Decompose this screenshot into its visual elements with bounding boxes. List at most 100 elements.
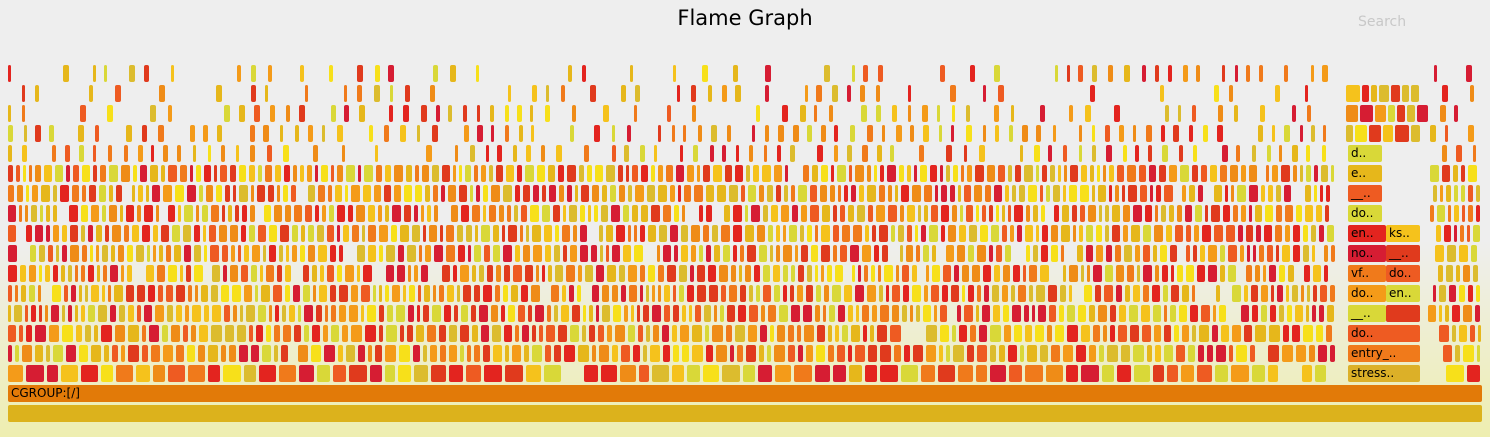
stack-frame[interactable] [1454, 205, 1459, 222]
stack-frame[interactable] [785, 165, 788, 182]
stack-frame[interactable] [88, 265, 94, 282]
stack-frame[interactable] [183, 225, 191, 242]
stack-frame[interactable] [1305, 85, 1308, 102]
stack-frame[interactable] [109, 185, 113, 202]
stack-frame[interactable] [994, 65, 1000, 82]
stack-frame[interactable] [658, 125, 661, 142]
stack-frame[interactable] [1470, 85, 1474, 102]
stack-frame[interactable] [1229, 85, 1233, 102]
stack-frame[interactable] [888, 185, 892, 202]
stack-frame[interactable] [588, 205, 591, 222]
stack-frame[interactable] [284, 165, 290, 182]
stack-frame[interactable] [465, 165, 471, 182]
stack-frame[interactable] [142, 345, 148, 362]
stack-frame[interactable] [293, 285, 300, 302]
stack-frame[interactable] [896, 265, 899, 282]
stack-frame[interactable] [1466, 65, 1472, 82]
stack-frame[interactable] [70, 245, 79, 262]
stack-frame[interactable] [26, 185, 29, 202]
stack-frame[interactable] [931, 285, 939, 302]
stack-frame[interactable] [652, 365, 669, 382]
stack-frame[interactable] [1008, 165, 1012, 182]
stack-frame[interactable] [976, 305, 979, 322]
stack-frame[interactable] [190, 165, 193, 182]
stack-frame[interactable] [794, 365, 812, 382]
stack-frame[interactable] [950, 185, 955, 202]
stack-frame[interactable] [146, 265, 154, 282]
stack-frame[interactable] [1369, 125, 1381, 142]
stack-frame[interactable] [1099, 205, 1102, 222]
stack-frame[interactable] [285, 265, 291, 282]
stack-frame[interactable] [1293, 165, 1297, 182]
stack-frame[interactable] [433, 185, 438, 202]
stack-frame[interactable] [932, 245, 936, 262]
stack-frame[interactable] [1249, 165, 1257, 182]
stack-frame[interactable] [934, 305, 937, 322]
stack-frame[interactable] [749, 305, 758, 322]
stack-frame[interactable] [1477, 345, 1480, 362]
stack-frame[interactable] [704, 305, 711, 322]
stack-frame[interactable] [389, 105, 393, 122]
stack-frame[interactable] [430, 85, 435, 102]
stack-frame[interactable] [244, 285, 252, 302]
stack-frame[interactable] [168, 105, 172, 122]
stack-frame[interactable] [1081, 325, 1090, 342]
stack-frame[interactable] [499, 205, 504, 222]
stack-frame[interactable] [855, 285, 864, 302]
stack-frame[interactable] [721, 285, 726, 302]
stack-frame[interactable] [337, 205, 345, 222]
stack-frame[interactable] [654, 145, 657, 162]
stack-frame[interactable] [908, 105, 911, 122]
stack-frame[interactable] [834, 145, 838, 162]
stack-frame[interactable] [151, 145, 154, 162]
stack-frame[interactable] [418, 285, 421, 302]
stack-frame[interactable] [161, 225, 169, 242]
stack-frame[interactable] [345, 265, 354, 282]
stack-frame[interactable] [850, 245, 859, 262]
stack-frame[interactable] [523, 185, 530, 202]
stack-frame[interactable] [1152, 285, 1160, 302]
stack-frame[interactable] [1296, 345, 1306, 362]
stack-frame[interactable] [607, 325, 612, 342]
stack-frame[interactable] [1293, 245, 1300, 262]
stack-frame[interactable] [1049, 305, 1056, 322]
stack-frame[interactable] [21, 285, 26, 302]
stack-frame[interactable] [1098, 185, 1106, 202]
stack-frame[interactable] [194, 265, 203, 282]
stack-frame[interactable] [368, 205, 375, 222]
stack-frame[interactable] [246, 305, 255, 322]
stack-frame[interactable] [163, 145, 168, 162]
stack-frame[interactable] [432, 165, 439, 182]
stack-frame[interactable] [542, 205, 550, 222]
stack-frame[interactable] [752, 125, 755, 142]
stack-frame[interactable] [563, 205, 566, 222]
stack-frame[interactable] [178, 205, 181, 222]
stack-frame[interactable] [562, 225, 570, 242]
stack-frame[interactable] [1166, 225, 1172, 242]
stack-frame[interactable] [1198, 345, 1204, 362]
stack-frame[interactable] [128, 345, 139, 362]
stack-frame[interactable] [513, 265, 522, 282]
stack-frame[interactable] [894, 345, 901, 362]
stack-frame[interactable] [1292, 325, 1300, 342]
stack-frame[interactable] [759, 185, 764, 202]
stack-frame[interactable] [25, 205, 28, 222]
stack-frame[interactable] [40, 205, 43, 222]
stack-frame[interactable] [450, 65, 456, 82]
stack-frame[interactable] [45, 265, 50, 282]
stack-frame[interactable] [526, 145, 531, 162]
stack-frame[interactable] [683, 125, 686, 142]
stack-frame[interactable] [221, 285, 229, 302]
stack-frame[interactable] [422, 165, 429, 182]
stack-frame[interactable] [267, 145, 272, 162]
stack-frame[interactable] [1463, 345, 1474, 362]
stack-frame[interactable] [359, 105, 365, 122]
stack-frame[interactable] [763, 205, 768, 222]
stack-frame[interactable] [1036, 285, 1045, 302]
stack-frame[interactable] [582, 325, 586, 342]
stack-frame[interactable] [1306, 165, 1311, 182]
stack-frame[interactable] [610, 185, 616, 202]
stack-frame[interactable] [759, 345, 764, 362]
stack-frame[interactable] [1330, 345, 1335, 362]
stack-frame[interactable] [384, 185, 391, 202]
